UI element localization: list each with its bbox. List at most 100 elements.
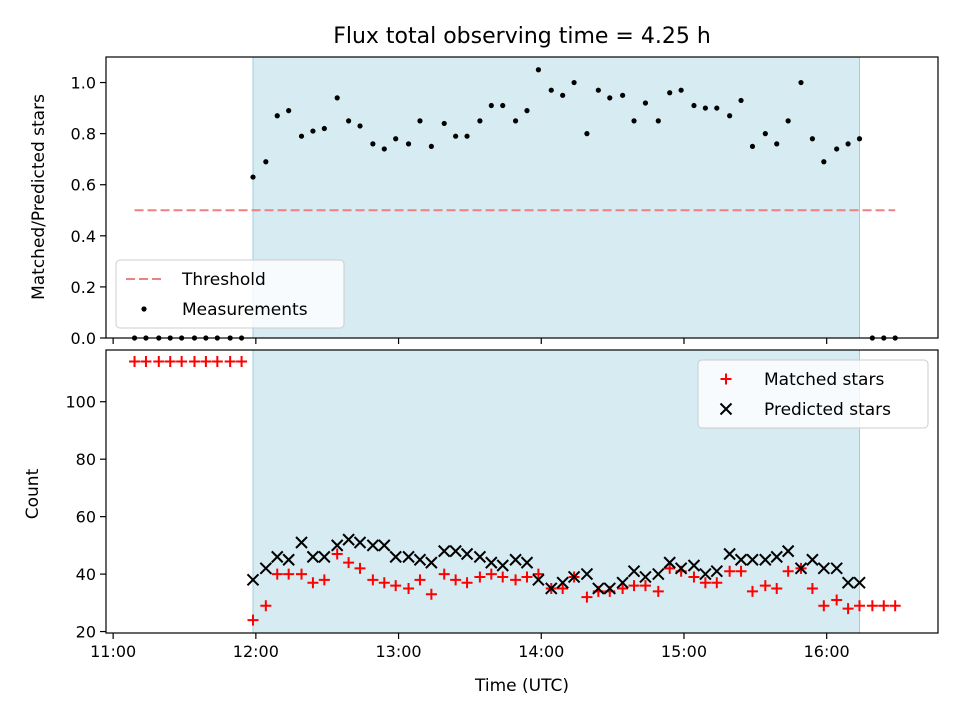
predicted-stars-legend-handle: [719, 402, 733, 416]
predicted-stars-point: [485, 556, 498, 569]
matched-stars-point: [664, 562, 676, 574]
matched-stars-point: [414, 574, 426, 586]
measurements-point: [524, 108, 530, 114]
matched-stars-point: [140, 355, 152, 367]
matched-stars-point: [759, 580, 771, 592]
matched-stars-point: [878, 600, 890, 612]
predicted-stars-point: [592, 582, 605, 595]
top-axes-frame: [105, 56, 939, 339]
top-plot: 0.0 0.2 0.4 0.6 0.8 1.0 Threshold Measurements: [71, 56, 939, 348]
measurements-point: [274, 113, 280, 119]
predicted-stars-point: [295, 536, 308, 549]
top-y-tick-label: 0.6: [71, 176, 96, 195]
predicted-stars-point: [580, 567, 594, 581]
predicted-stars-point: [306, 550, 320, 564]
predicted-stars-point: [520, 556, 534, 569]
measurements-point: [595, 87, 601, 93]
measurements-point: [321, 125, 327, 132]
top-y-tick-label: 0.2: [71, 278, 96, 297]
measurements-point: [678, 87, 684, 93]
predicted-stars-point: [734, 553, 748, 566]
bottom-x-tick-label: 13:00: [376, 642, 422, 661]
bottom-x-tick-label: 14:00: [518, 642, 564, 661]
top-y-tick-label: 0.4: [71, 227, 96, 246]
measurements-point: [560, 92, 566, 98]
predicted-stars-point: [509, 553, 522, 566]
top-y-tick-label: 0.8: [71, 125, 96, 144]
predicted-stars-point: [674, 562, 688, 575]
matched-stars-point: [200, 355, 212, 367]
top-y-axis-label: Matched/Predicted stars: [29, 94, 49, 300]
measurements-point: [464, 133, 470, 139]
matched-stars-point: [581, 591, 593, 603]
matched-stars-point: [485, 568, 497, 580]
measurements-point: [500, 102, 506, 109]
measurements-legend-label: Measurements: [182, 300, 308, 320]
bottom-y-axis-label: Count: [23, 468, 43, 519]
measurements-point: [691, 102, 697, 109]
matched-stars-point: [617, 582, 629, 594]
matched-stars-point: [403, 582, 415, 594]
matched-stars-point: [628, 580, 640, 592]
matched-stars-point: [842, 603, 854, 615]
predicted-stars-point: [723, 547, 736, 561]
predicted-stars-point: [663, 556, 676, 569]
measurements-point: [821, 159, 827, 165]
predicted-stars-point: [759, 553, 772, 566]
predicted-stars-point: [545, 582, 558, 595]
predicted-stars-point: [556, 576, 569, 589]
matched-stars-point: [390, 580, 402, 592]
bottom-x-tick-label: 15:00: [661, 642, 707, 661]
matched-stars-legend-label: Matched stars: [764, 370, 884, 390]
measurements-point: [774, 141, 780, 147]
matched-stars-point: [818, 600, 830, 612]
predicted-stars-point: [687, 559, 701, 572]
matched-stars-point: [746, 585, 758, 597]
measurements-point: [785, 118, 791, 124]
predicted-stars-point: [318, 550, 331, 564]
matched-stars-point: [307, 577, 319, 589]
measurements-point: [584, 131, 590, 137]
predicted-stars-point: [853, 576, 866, 589]
predicted-stars-point: [259, 562, 273, 575]
measurements-point: [357, 123, 363, 129]
measurements-point: [512, 118, 519, 124]
matched-stars-point: [283, 568, 295, 580]
measurements-point: [370, 141, 376, 147]
matched-stars-point: [211, 355, 223, 367]
predicted-stars-point: [616, 576, 629, 589]
bottom-legend: Matched stars Predicted stars: [697, 359, 929, 429]
matched-stars-point: [296, 568, 308, 580]
predicted-stars-point: [425, 556, 438, 569]
matched-stars-point: [557, 582, 569, 594]
measurements-point: [762, 131, 768, 137]
matched-stars-point: [688, 571, 700, 583]
matched-stars-point: [866, 600, 878, 612]
matched-stars-point: [711, 577, 723, 589]
x-axis-label: Time (UTC): [474, 676, 569, 696]
predicted-stars-legend-label: Predicted stars: [764, 400, 891, 420]
measurements-legend-handle: [141, 306, 147, 312]
predicted-stars-point: [627, 565, 641, 578]
measurements-point: [845, 141, 851, 147]
measurements-point: [477, 118, 483, 124]
matched-stars-point: [438, 568, 450, 580]
top-legend-box: [115, 259, 345, 329]
matched-stars-point: [461, 577, 473, 589]
measurements-point: [263, 159, 269, 165]
bottom-axes-frame: [105, 349, 939, 634]
predicted-stars-point: [603, 582, 616, 595]
measurements-point: [346, 118, 352, 124]
predicted-stars-point: [271, 550, 284, 564]
matched-stars-point: [889, 600, 901, 612]
matched-stars-point: [782, 565, 794, 577]
matched-stars-point: [724, 565, 736, 577]
matched-stars-point: [450, 574, 462, 586]
matched-stars-point: [497, 571, 509, 583]
predicted-stars-point: [710, 565, 724, 578]
bottom-legend-box: [697, 359, 929, 429]
measurements-point: [702, 105, 708, 111]
measurements-point: [642, 100, 649, 106]
bottom-y-tick-label: 100: [65, 393, 96, 412]
predicted-stars-point: [402, 550, 415, 564]
